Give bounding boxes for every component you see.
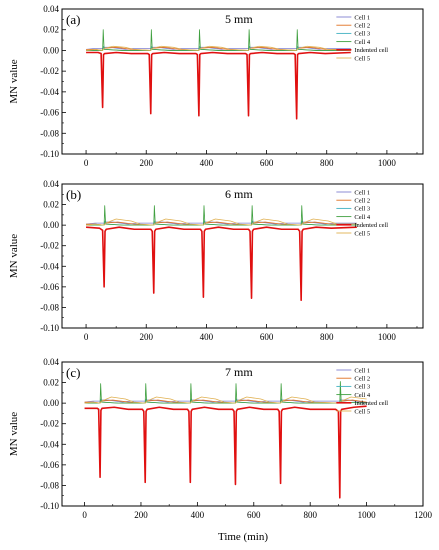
legend-entry: Cell 4 xyxy=(354,39,370,46)
y-tick-label: -0.02 xyxy=(40,66,59,76)
series-line-cell-5 xyxy=(86,218,357,226)
y-tick-label: 0.04 xyxy=(43,357,59,367)
y-tick-label: -0.08 xyxy=(40,302,59,312)
x-tick-label: 600 xyxy=(260,158,274,168)
x-tick-label: 400 xyxy=(200,158,214,168)
legend-entry: Indented cell xyxy=(354,222,388,229)
y-tick-label: 0.00 xyxy=(43,45,59,55)
legend-entry: Cell 3 xyxy=(354,31,370,38)
y-tick-label: -0.10 xyxy=(40,149,59,159)
legend-entry: Cell 4 xyxy=(354,392,370,399)
y-tick-label: -0.06 xyxy=(40,108,59,118)
y-axis-title: MN value xyxy=(8,234,20,278)
legend-entry: Cell 1 xyxy=(354,14,370,21)
y-tick-label: 0.00 xyxy=(43,398,59,408)
y-tick-label: 0.04 xyxy=(43,179,59,189)
y-axis-title: MN value xyxy=(8,412,20,456)
legend-entry: Cell 2 xyxy=(354,376,370,383)
series-group xyxy=(86,29,351,120)
x-tick-label: 400 xyxy=(191,510,205,520)
x-tick-label: 600 xyxy=(260,332,274,342)
legend-entry: Cell 1 xyxy=(354,189,370,196)
series-line-cell-4 xyxy=(84,381,367,404)
x-axis-title: Time (min) xyxy=(218,531,268,543)
series-line-cell-5 xyxy=(84,396,367,404)
legend-entry: Cell 3 xyxy=(354,384,370,391)
y-tick-label: -0.04 xyxy=(40,439,59,449)
x-tick-label: 0 xyxy=(84,158,89,168)
y-axis-title: MN value xyxy=(8,59,20,103)
legend-entry: Cell 1 xyxy=(354,367,370,374)
x-tick-label: 800 xyxy=(320,158,334,168)
y-tick-label: -0.08 xyxy=(40,480,59,490)
y-tick-label: -0.06 xyxy=(40,460,59,470)
x-tick-label: 1000 xyxy=(378,158,397,168)
legend-entry: Cell 4 xyxy=(354,214,370,221)
x-tick-label: 600 xyxy=(247,510,261,520)
legend-entry: Indented cell xyxy=(354,400,388,407)
x-tick-label: 0 xyxy=(84,332,89,342)
series-line-cell-5 xyxy=(86,45,351,51)
legend-entry: Cell 5 xyxy=(354,408,370,415)
legend-entry: Cell 2 xyxy=(354,23,370,30)
chart-panel: -0.10 -0.08 -0.06 -0.04 -0.02 0.00 0.02 0.04 0 20… xyxy=(8,357,433,520)
legend-entry: Indented cell xyxy=(354,47,388,54)
y-tick-label: 0.02 xyxy=(43,378,59,388)
y-tick-label: 0.04 xyxy=(43,4,59,14)
x-tick-label: 1000 xyxy=(378,332,397,342)
panel-title: 6 mm xyxy=(225,187,253,201)
y-tick-label: -0.10 xyxy=(40,501,59,511)
y-tick-label: 0.02 xyxy=(43,200,59,210)
legend-entry: Cell 2 xyxy=(354,198,370,205)
legend-entry: Cell 5 xyxy=(354,55,370,62)
panel-label: (b) xyxy=(66,187,81,202)
panel-label: (c) xyxy=(66,365,80,380)
y-tick-label: -0.10 xyxy=(40,323,59,333)
x-tick-label: 1200 xyxy=(414,510,433,520)
series-line-cell-2 xyxy=(84,399,367,404)
chart-panel: -0.10 -0.08 -0.06 -0.04 -0.02 0.00 0.02 0.04 0 20… xyxy=(8,179,424,342)
series-line-indented-cell xyxy=(86,226,357,302)
y-tick-label: -0.02 xyxy=(40,241,59,251)
panel-title: 5 mm xyxy=(225,12,253,26)
x-tick-label: 200 xyxy=(134,510,148,520)
x-tick-label: 1000 xyxy=(358,510,377,520)
y-tick-label: 0.02 xyxy=(43,25,59,35)
y-tick-label: -0.02 xyxy=(40,419,59,429)
y-tick-label: -0.06 xyxy=(40,282,59,292)
panel-label: (a) xyxy=(66,12,80,27)
y-tick-label: 0.00 xyxy=(43,220,59,230)
x-tick-label: 200 xyxy=(139,158,153,168)
y-tick-label: -0.04 xyxy=(40,261,59,271)
panel-title: 7 mm xyxy=(225,365,253,379)
series-line-indented-cell xyxy=(86,51,351,120)
x-tick-label: 0 xyxy=(82,510,87,520)
series-line-indented-cell xyxy=(84,405,367,499)
x-tick-label: 400 xyxy=(200,332,214,342)
series-group xyxy=(84,381,367,499)
legend-entry: Cell 3 xyxy=(354,206,370,213)
x-tick-label: 800 xyxy=(303,510,317,520)
chart-panel: -0.10 -0.08 -0.06 -0.04 -0.02 0.00 0.02 0.04 0 20… xyxy=(8,4,424,168)
y-tick-label: -0.04 xyxy=(40,87,59,97)
series-group xyxy=(86,205,357,302)
x-tick-label: 200 xyxy=(139,332,153,342)
x-tick-label: 800 xyxy=(320,332,334,342)
y-tick-label: -0.08 xyxy=(40,128,59,138)
legend-entry: Cell 5 xyxy=(354,230,370,237)
